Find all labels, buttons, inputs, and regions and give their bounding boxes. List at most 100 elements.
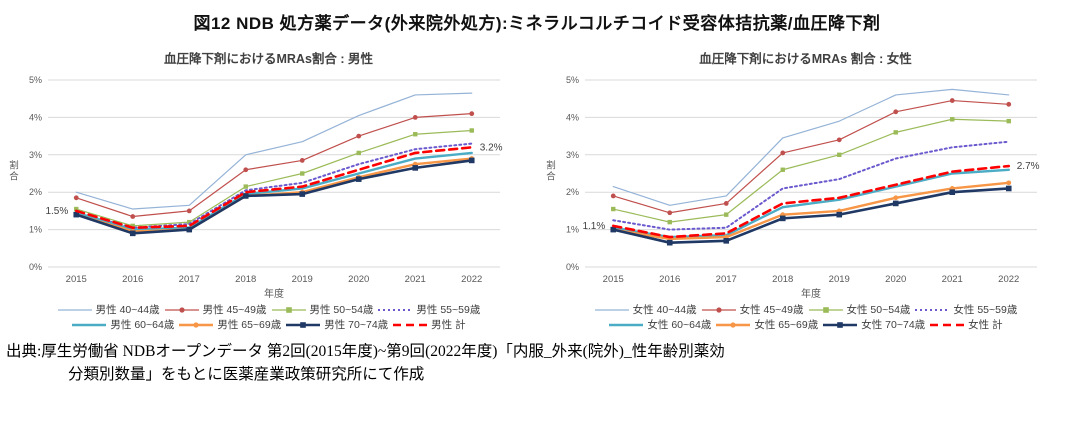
data-point-marker [666, 210, 672, 216]
data-point-marker [949, 98, 955, 103]
series-line [612, 118, 1009, 223]
x-axis-tick-label: 2019 [291, 274, 312, 285]
data-point-marker [610, 206, 615, 212]
series-女性 45~49歳 [610, 98, 1011, 216]
data-point-marker [73, 195, 79, 201]
chart-title-female: 血圧降下剤におけるMRAs 割合 : 女性 [699, 52, 912, 66]
legend-label: 男性 50~54歳 [309, 304, 374, 316]
legend-label: 女性 60~64歳 [647, 319, 712, 331]
data-point-marker [836, 152, 841, 157]
data-point-marker [949, 117, 954, 122]
x-axis-title: 年度 [801, 287, 821, 300]
data-point-marker [723, 201, 729, 206]
legend-item: 男性 65~69歳 [178, 317, 281, 332]
data-point-marker [130, 223, 135, 229]
series-line [611, 187, 1010, 244]
legend-marker-sample [715, 306, 722, 313]
x-axis-tick-label: 2021 [941, 274, 962, 285]
data-point-marker [836, 137, 842, 143]
data-point-marker [468, 111, 474, 117]
y-axis-title: 割合 [9, 160, 19, 183]
data-point-marker [412, 132, 417, 137]
data-point-marker [298, 191, 305, 197]
legend-label: 女性 65~69歳 [754, 319, 819, 331]
legend-swatch [72, 323, 107, 326]
data-point-marker [186, 219, 191, 225]
data-point-marker [892, 109, 898, 115]
data-point-marker [1006, 118, 1011, 124]
legend-item: 男性 60~64歳 [71, 317, 174, 332]
series-line [611, 168, 1010, 239]
x-axis-tick-label: 2022 [998, 274, 1019, 285]
series-女性 40~44歳 [612, 88, 1009, 206]
legend-item: 女性 55~59歳 [914, 302, 1017, 317]
source-note: 出典:厚生労働省 NDBオープンデータ 第2回(2015年度)~第9回(2022… [0, 340, 1074, 387]
series-男性 70~74歳 [72, 157, 475, 237]
legend-swatch [915, 308, 950, 311]
figure-title: 図12 NDB 処方薬データ(外来院外処方):ミネラルコルチコイド受容体拮抗薬/… [193, 14, 881, 33]
legend-label: 男性 45~49歳 [202, 304, 267, 316]
data-point-marker [468, 157, 475, 164]
data-point-marker [892, 200, 899, 207]
series-女性 計 [611, 164, 1010, 239]
legend-swatch [164, 306, 199, 313]
legend-label: 女性 計 [968, 319, 1003, 331]
legend-swatch [609, 323, 644, 326]
legend-row: 女性 40~44歳 女性 45~49歳 女性 50~54歳 女性 55~59歳 [592, 302, 1020, 317]
data-point-marker [722, 238, 729, 244]
legend-swatch [701, 306, 736, 313]
legend-item: 男性 45~49歳 [164, 302, 267, 317]
data-point-marker [469, 128, 474, 133]
legend-label: 女性 55~59歳 [953, 304, 1018, 316]
y-axis-tick-label: 2% [28, 187, 41, 197]
x-axis-tick-label: 2018 [235, 274, 256, 285]
data-point-marker [185, 226, 192, 233]
x-axis-tick-label: 2022 [461, 274, 482, 285]
x-axis-tick-label: 2016 [659, 274, 680, 285]
data-point-marker [186, 208, 192, 214]
data-point-marker [355, 133, 361, 139]
series-line [74, 146, 473, 230]
legend-swatch [271, 306, 306, 313]
data-point-marker [299, 171, 304, 176]
data-point-marker [779, 215, 786, 222]
series-line [75, 92, 472, 210]
legend-item: 男性 計 [392, 317, 466, 332]
y-axis-tick-label: 4% [28, 112, 41, 122]
data-point-marker [1005, 180, 1011, 186]
x-axis-tick-label: 2017 [715, 274, 736, 285]
legend-item: 女性 40~44歳 [594, 302, 697, 317]
legend-item: 女性 45~49歳 [701, 302, 804, 317]
data-point-marker [723, 212, 728, 217]
y-axis-tick-label: 0% [565, 262, 578, 272]
legend-female: 女性 40~44歳 女性 45~49歳 女性 50~54歳 女性 55~59歳女性 6… [592, 302, 1020, 332]
x-axis-tick-label: 2019 [828, 274, 849, 285]
series-女性 55~59歳 [611, 140, 1010, 231]
legend-item: 女性 計 [929, 317, 1003, 332]
x-axis-tick-label: 2021 [404, 274, 425, 285]
series-男性 60~64歳 [74, 151, 473, 231]
legend-label: 男性 40~44歳 [95, 304, 160, 316]
x-axis-tick-label: 2017 [178, 274, 199, 285]
y-axis-tick-label: 3% [28, 150, 41, 160]
charts-row: 血圧降下剤におけるMRAs割合 : 男性 0% 1% 2% 3% 4% 5% 2015 201… [0, 48, 1074, 332]
series-男性 50~54歳 [73, 128, 474, 229]
legend-swatch [823, 321, 858, 328]
data-point-marker [667, 219, 672, 225]
data-point-marker [243, 184, 248, 189]
legend-swatch [393, 323, 428, 326]
legend-item: 女性 50~54歳 [808, 302, 910, 317]
x-axis-tick-label: 2020 [885, 274, 906, 285]
legend-item: 男性 50~54歳 [271, 302, 374, 317]
legend-item: 男性 70~74歳 [285, 317, 388, 332]
legend-row: 男性 60~64歳 男性 65~69歳 男性 70~74歳 男性 計 [69, 317, 467, 332]
y-axis-tick-label: 1% [565, 225, 578, 235]
series-line [611, 181, 1010, 241]
line-chart-male: 0% 1% 2% 3% 4% 5% 2015 2016 2017 2018 2019 2020 2021… [9, 75, 502, 300]
series-line [75, 113, 472, 218]
series-line [611, 140, 1010, 231]
series-line [612, 99, 1009, 214]
legend-label: 女性 45~49歳 [739, 304, 804, 316]
x-axis-tick-label: 2016 [122, 274, 143, 285]
chart-panel-male: 血圧降下剤におけるMRAs割合 : 男性 0% 1% 2% 3% 4% 5% 2015 201… [0, 48, 537, 332]
